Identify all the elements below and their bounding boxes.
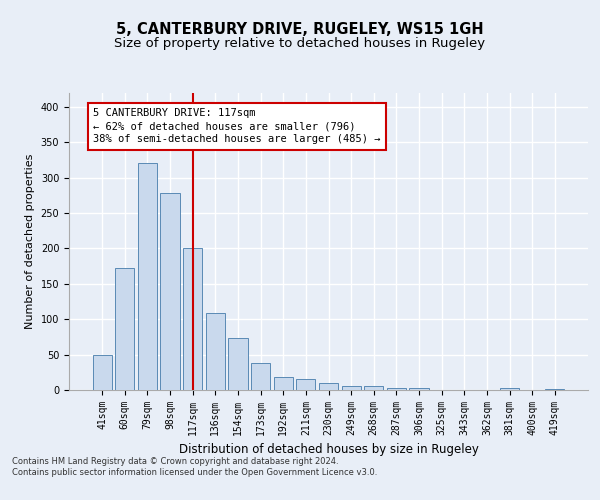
Bar: [206, 313, 225, 390]
Bar: [183, 248, 202, 390]
Bar: [115, 268, 134, 390]
Text: 5, CANTERBURY DRIVE, RUGELEY, WS15 1GH: 5, CANTERBURY DRIVE, RUGELEY, WS15 1GH: [116, 22, 484, 38]
Bar: [364, 386, 383, 390]
Text: Size of property relative to detached houses in Rugeley: Size of property relative to detached ho…: [115, 38, 485, 51]
Bar: [160, 193, 180, 390]
Bar: [545, 388, 565, 390]
Bar: [138, 164, 157, 390]
Bar: [274, 377, 293, 390]
Bar: [387, 388, 406, 390]
Bar: [319, 383, 338, 390]
Bar: [341, 386, 361, 390]
Bar: [229, 338, 248, 390]
Bar: [296, 378, 316, 390]
Text: Contains HM Land Registry data © Crown copyright and database right 2024.
Contai: Contains HM Land Registry data © Crown c…: [12, 458, 377, 477]
Y-axis label: Number of detached properties: Number of detached properties: [25, 154, 35, 329]
Bar: [500, 388, 519, 390]
Bar: [409, 388, 428, 390]
Bar: [92, 354, 112, 390]
X-axis label: Distribution of detached houses by size in Rugeley: Distribution of detached houses by size …: [179, 444, 478, 456]
Text: 5 CANTERBURY DRIVE: 117sqm
← 62% of detached houses are smaller (796)
38% of sem: 5 CANTERBURY DRIVE: 117sqm ← 62% of deta…: [93, 108, 380, 144]
Bar: [251, 363, 270, 390]
